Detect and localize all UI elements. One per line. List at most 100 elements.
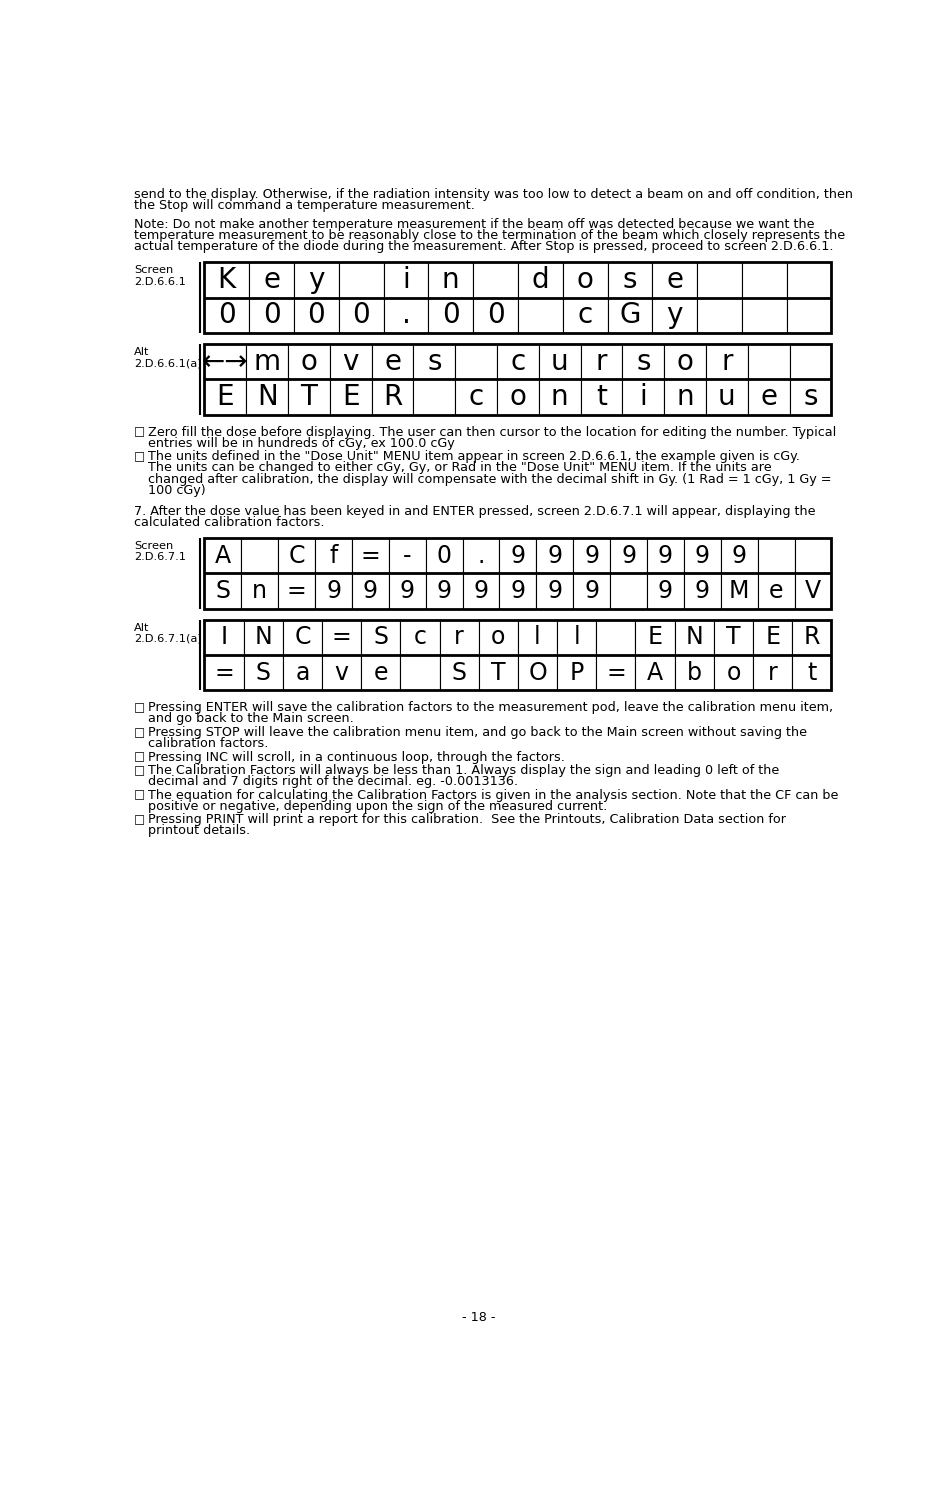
Bar <box>463 574 499 609</box>
Bar <box>439 656 479 690</box>
Bar <box>518 620 557 656</box>
Text: 9: 9 <box>473 580 489 603</box>
Text: r: r <box>596 347 608 375</box>
Bar <box>383 262 428 298</box>
Text: o: o <box>726 660 741 685</box>
Text: e: e <box>384 347 401 375</box>
Bar <box>205 538 831 609</box>
Bar <box>518 656 557 690</box>
Bar <box>539 344 581 380</box>
Text: 9: 9 <box>695 544 710 568</box>
Bar <box>623 344 664 380</box>
Bar <box>537 538 573 574</box>
Text: =: = <box>332 626 352 650</box>
Text: 9: 9 <box>400 580 415 603</box>
Text: v: v <box>342 347 359 375</box>
Bar <box>757 538 795 574</box>
Text: -: - <box>403 544 411 568</box>
Bar <box>439 620 479 656</box>
Bar <box>338 298 383 334</box>
Bar <box>205 344 246 380</box>
Bar <box>371 380 413 414</box>
Bar <box>581 380 623 414</box>
Bar <box>698 262 741 298</box>
Text: E: E <box>648 626 663 650</box>
Bar <box>698 298 741 334</box>
Bar <box>597 620 636 656</box>
Bar <box>371 344 413 380</box>
Text: C: C <box>295 626 310 650</box>
Text: 0: 0 <box>437 544 452 568</box>
Bar <box>205 620 244 656</box>
Text: N: N <box>254 626 272 650</box>
Text: f: f <box>329 544 338 568</box>
Text: calibration factors.: calibration factors. <box>148 738 268 749</box>
Bar <box>792 656 831 690</box>
Text: Alt: Alt <box>134 623 150 633</box>
Text: 9: 9 <box>732 544 747 568</box>
Bar <box>241 538 279 574</box>
Bar <box>748 380 790 414</box>
Bar <box>205 262 250 298</box>
Text: e: e <box>374 660 388 685</box>
Bar <box>205 344 831 414</box>
Text: r: r <box>768 660 778 685</box>
Bar <box>499 574 537 609</box>
Bar <box>205 656 244 690</box>
Bar <box>753 656 792 690</box>
Bar <box>713 656 753 690</box>
Text: o: o <box>300 347 317 375</box>
Bar <box>425 538 463 574</box>
Bar <box>675 656 713 690</box>
Text: 2.D.6.6.1: 2.D.6.6.1 <box>134 277 186 286</box>
Bar <box>664 344 706 380</box>
Bar <box>786 298 831 334</box>
Text: G: G <box>619 301 640 329</box>
Text: Note: Do not make another temperature measurement if the beam off was detected b: Note: Do not make another temperature me… <box>134 218 814 231</box>
Bar <box>497 344 539 380</box>
Bar <box>246 380 288 414</box>
Bar <box>322 620 361 656</box>
Text: i: i <box>640 383 647 411</box>
Text: E: E <box>765 626 780 650</box>
Bar <box>623 380 664 414</box>
Text: 0: 0 <box>487 301 504 329</box>
Bar <box>322 656 361 690</box>
Text: 9: 9 <box>695 580 710 603</box>
Bar <box>330 344 371 380</box>
Bar <box>539 380 581 414</box>
Text: =: = <box>361 544 381 568</box>
Text: c: c <box>511 347 525 375</box>
Text: s: s <box>623 267 637 294</box>
Text: S: S <box>256 660 271 685</box>
Bar <box>389 538 425 574</box>
Text: 2.D.6.7.1(a): 2.D.6.7.1(a) <box>134 633 202 644</box>
Text: 9: 9 <box>584 580 599 603</box>
Text: y: y <box>667 301 683 329</box>
Text: =: = <box>287 580 307 603</box>
Text: r: r <box>454 626 464 650</box>
Bar <box>473 262 518 298</box>
Text: A: A <box>647 660 663 685</box>
Text: positive or negative, depending upon the sign of the measured current.: positive or negative, depending upon the… <box>148 800 607 814</box>
Text: N: N <box>685 626 703 650</box>
Text: □: □ <box>134 450 145 463</box>
Bar <box>537 574 573 609</box>
Bar <box>250 262 294 298</box>
Text: 9: 9 <box>326 580 341 603</box>
Bar <box>706 344 748 380</box>
Text: T: T <box>300 383 317 411</box>
Text: □: □ <box>134 426 145 438</box>
Text: the Stop will command a temperature measurement.: the Stop will command a temperature meas… <box>134 200 475 212</box>
Bar <box>315 538 352 574</box>
Bar <box>352 538 389 574</box>
Text: - 18 -: - 18 - <box>463 1311 496 1323</box>
Text: □: □ <box>134 764 145 776</box>
Bar <box>389 574 425 609</box>
Text: e: e <box>769 580 784 603</box>
Text: S: S <box>452 660 467 685</box>
Text: E: E <box>342 383 360 411</box>
Bar <box>647 538 683 574</box>
Bar <box>557 656 597 690</box>
Bar <box>400 620 439 656</box>
